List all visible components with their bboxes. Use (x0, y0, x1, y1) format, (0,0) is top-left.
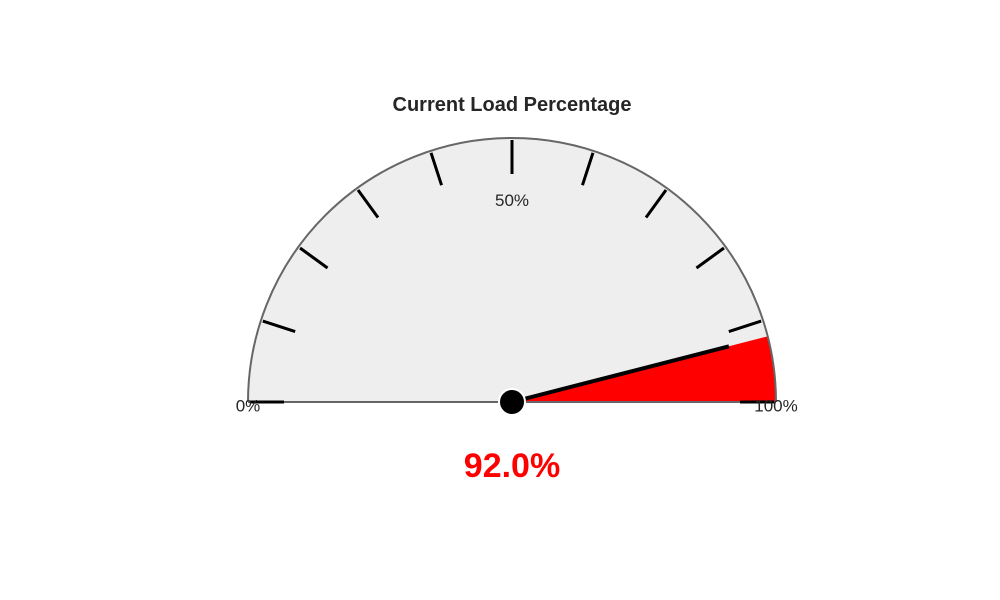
gauge-tick-70 (644, 189, 668, 219)
gauge-tick-40 (429, 152, 443, 186)
tick-label-max: 100% (754, 396, 797, 415)
needle-hub (498, 388, 526, 416)
gauge-tick-20 (299, 246, 329, 270)
gauge-tick-90 (728, 319, 762, 333)
gauge-value-label: 92.0% (464, 447, 560, 485)
gauge-tick-30 (356, 189, 380, 219)
gauge-tick-80 (695, 246, 725, 270)
gauge-outline (247, 137, 777, 403)
tick-label-mid: 50% (495, 191, 529, 210)
gauge-tick-10 (262, 319, 296, 333)
tick-label-min: 0% (236, 396, 261, 415)
gauge-tick-60 (581, 152, 595, 186)
chart-title: Current Load Percentage (393, 94, 632, 116)
gauge-ticks (250, 140, 774, 404)
gauge-needle (511, 344, 730, 404)
gauge-track (248, 138, 776, 402)
